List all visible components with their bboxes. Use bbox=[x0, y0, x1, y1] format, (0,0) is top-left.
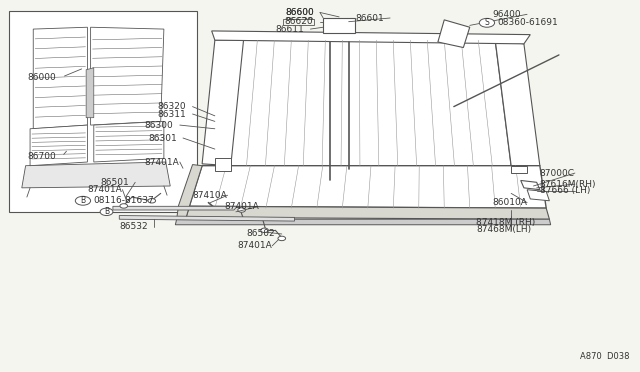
Text: 86620: 86620 bbox=[284, 17, 313, 26]
Text: 86502: 86502 bbox=[246, 230, 275, 238]
Text: B: B bbox=[104, 207, 109, 217]
Text: 08116-81637: 08116-81637 bbox=[93, 196, 154, 205]
Polygon shape bbox=[527, 190, 549, 201]
Polygon shape bbox=[177, 164, 202, 219]
Text: B: B bbox=[81, 196, 86, 205]
Text: 86600: 86600 bbox=[285, 8, 314, 17]
Text: 86620: 86620 bbox=[285, 17, 314, 26]
Text: 86311: 86311 bbox=[157, 109, 186, 119]
Polygon shape bbox=[438, 20, 470, 48]
Polygon shape bbox=[33, 27, 88, 129]
Polygon shape bbox=[323, 18, 355, 33]
Text: 86611: 86611 bbox=[275, 25, 304, 33]
Text: 87401A: 87401A bbox=[145, 157, 179, 167]
Text: 86532: 86532 bbox=[119, 222, 148, 231]
Text: 87616M(RH): 87616M(RH) bbox=[540, 180, 596, 189]
Circle shape bbox=[120, 204, 127, 208]
Polygon shape bbox=[228, 40, 511, 166]
Polygon shape bbox=[175, 219, 550, 225]
Circle shape bbox=[148, 199, 156, 203]
Circle shape bbox=[100, 208, 113, 215]
Text: 08360-61691: 08360-61691 bbox=[497, 18, 558, 27]
Text: 87410A: 87410A bbox=[193, 191, 227, 200]
Polygon shape bbox=[94, 121, 164, 162]
Text: 86601: 86601 bbox=[355, 13, 384, 22]
Bar bbox=[283, 19, 314, 25]
Text: 87418M (RH): 87418M (RH) bbox=[476, 218, 536, 227]
Polygon shape bbox=[113, 206, 237, 210]
Text: 87000C: 87000C bbox=[540, 169, 575, 177]
Circle shape bbox=[260, 228, 268, 232]
Bar bbox=[9, 11, 197, 212]
Circle shape bbox=[238, 208, 246, 212]
Circle shape bbox=[479, 18, 495, 27]
Polygon shape bbox=[30, 125, 88, 166]
Text: A870  D038: A870 D038 bbox=[580, 352, 629, 361]
Polygon shape bbox=[511, 166, 527, 173]
Polygon shape bbox=[119, 215, 294, 221]
Text: 86501: 86501 bbox=[100, 178, 129, 187]
Text: 96400: 96400 bbox=[492, 10, 521, 19]
Text: 87401A: 87401A bbox=[225, 202, 259, 211]
Text: 87401A: 87401A bbox=[88, 185, 122, 194]
Polygon shape bbox=[22, 162, 170, 188]
Polygon shape bbox=[212, 31, 531, 44]
Polygon shape bbox=[86, 68, 94, 118]
Text: 86010A: 86010A bbox=[492, 198, 527, 207]
Polygon shape bbox=[186, 206, 549, 219]
Text: 86600: 86600 bbox=[285, 8, 314, 17]
Circle shape bbox=[76, 196, 91, 205]
Text: 87401A: 87401A bbox=[237, 241, 272, 250]
Text: 87468M(LH): 87468M(LH) bbox=[476, 225, 531, 234]
Polygon shape bbox=[521, 180, 540, 190]
Text: S: S bbox=[484, 18, 490, 27]
Text: 86700: 86700 bbox=[27, 152, 56, 161]
Text: 87666 (LH): 87666 (LH) bbox=[540, 186, 590, 195]
Circle shape bbox=[278, 236, 285, 241]
Text: 86320: 86320 bbox=[157, 102, 186, 111]
Polygon shape bbox=[215, 158, 231, 171]
Polygon shape bbox=[202, 40, 244, 166]
Polygon shape bbox=[91, 27, 164, 125]
Text: 86300: 86300 bbox=[145, 121, 173, 129]
Text: 86301: 86301 bbox=[148, 134, 177, 142]
Polygon shape bbox=[189, 166, 546, 208]
Text: 86000: 86000 bbox=[27, 73, 56, 81]
Polygon shape bbox=[495, 40, 540, 166]
